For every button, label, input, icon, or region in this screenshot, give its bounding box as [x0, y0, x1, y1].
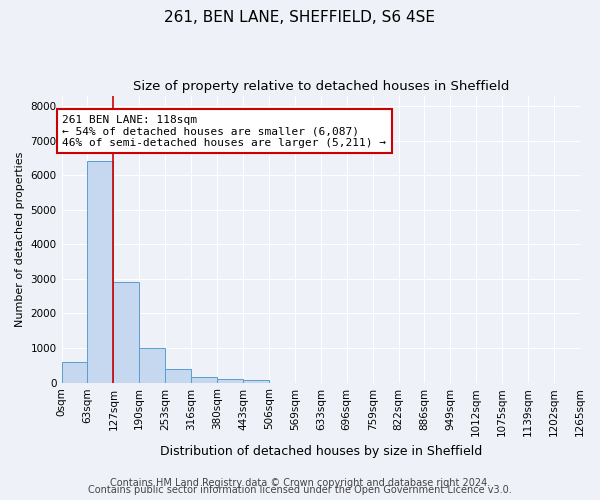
Bar: [217, 379, 243, 382]
Bar: [191, 376, 217, 382]
Text: 261 BEN LANE: 118sqm
← 54% of detached houses are smaller (6,087)
46% of semi-de: 261 BEN LANE: 118sqm ← 54% of detached h…: [62, 114, 386, 148]
Bar: [62, 362, 88, 382]
Text: Contains HM Land Registry data © Crown copyright and database right 2024.: Contains HM Land Registry data © Crown c…: [110, 478, 490, 488]
Bar: [243, 380, 269, 382]
Bar: [113, 282, 139, 382]
Bar: [88, 162, 113, 382]
Text: Contains public sector information licensed under the Open Government Licence v3: Contains public sector information licen…: [88, 485, 512, 495]
Title: Size of property relative to detached houses in Sheffield: Size of property relative to detached ho…: [133, 80, 509, 93]
Bar: [139, 348, 165, 382]
Y-axis label: Number of detached properties: Number of detached properties: [15, 152, 25, 326]
X-axis label: Distribution of detached houses by size in Sheffield: Distribution of detached houses by size …: [160, 444, 482, 458]
Text: 261, BEN LANE, SHEFFIELD, S6 4SE: 261, BEN LANE, SHEFFIELD, S6 4SE: [164, 10, 436, 25]
Bar: [165, 370, 191, 382]
